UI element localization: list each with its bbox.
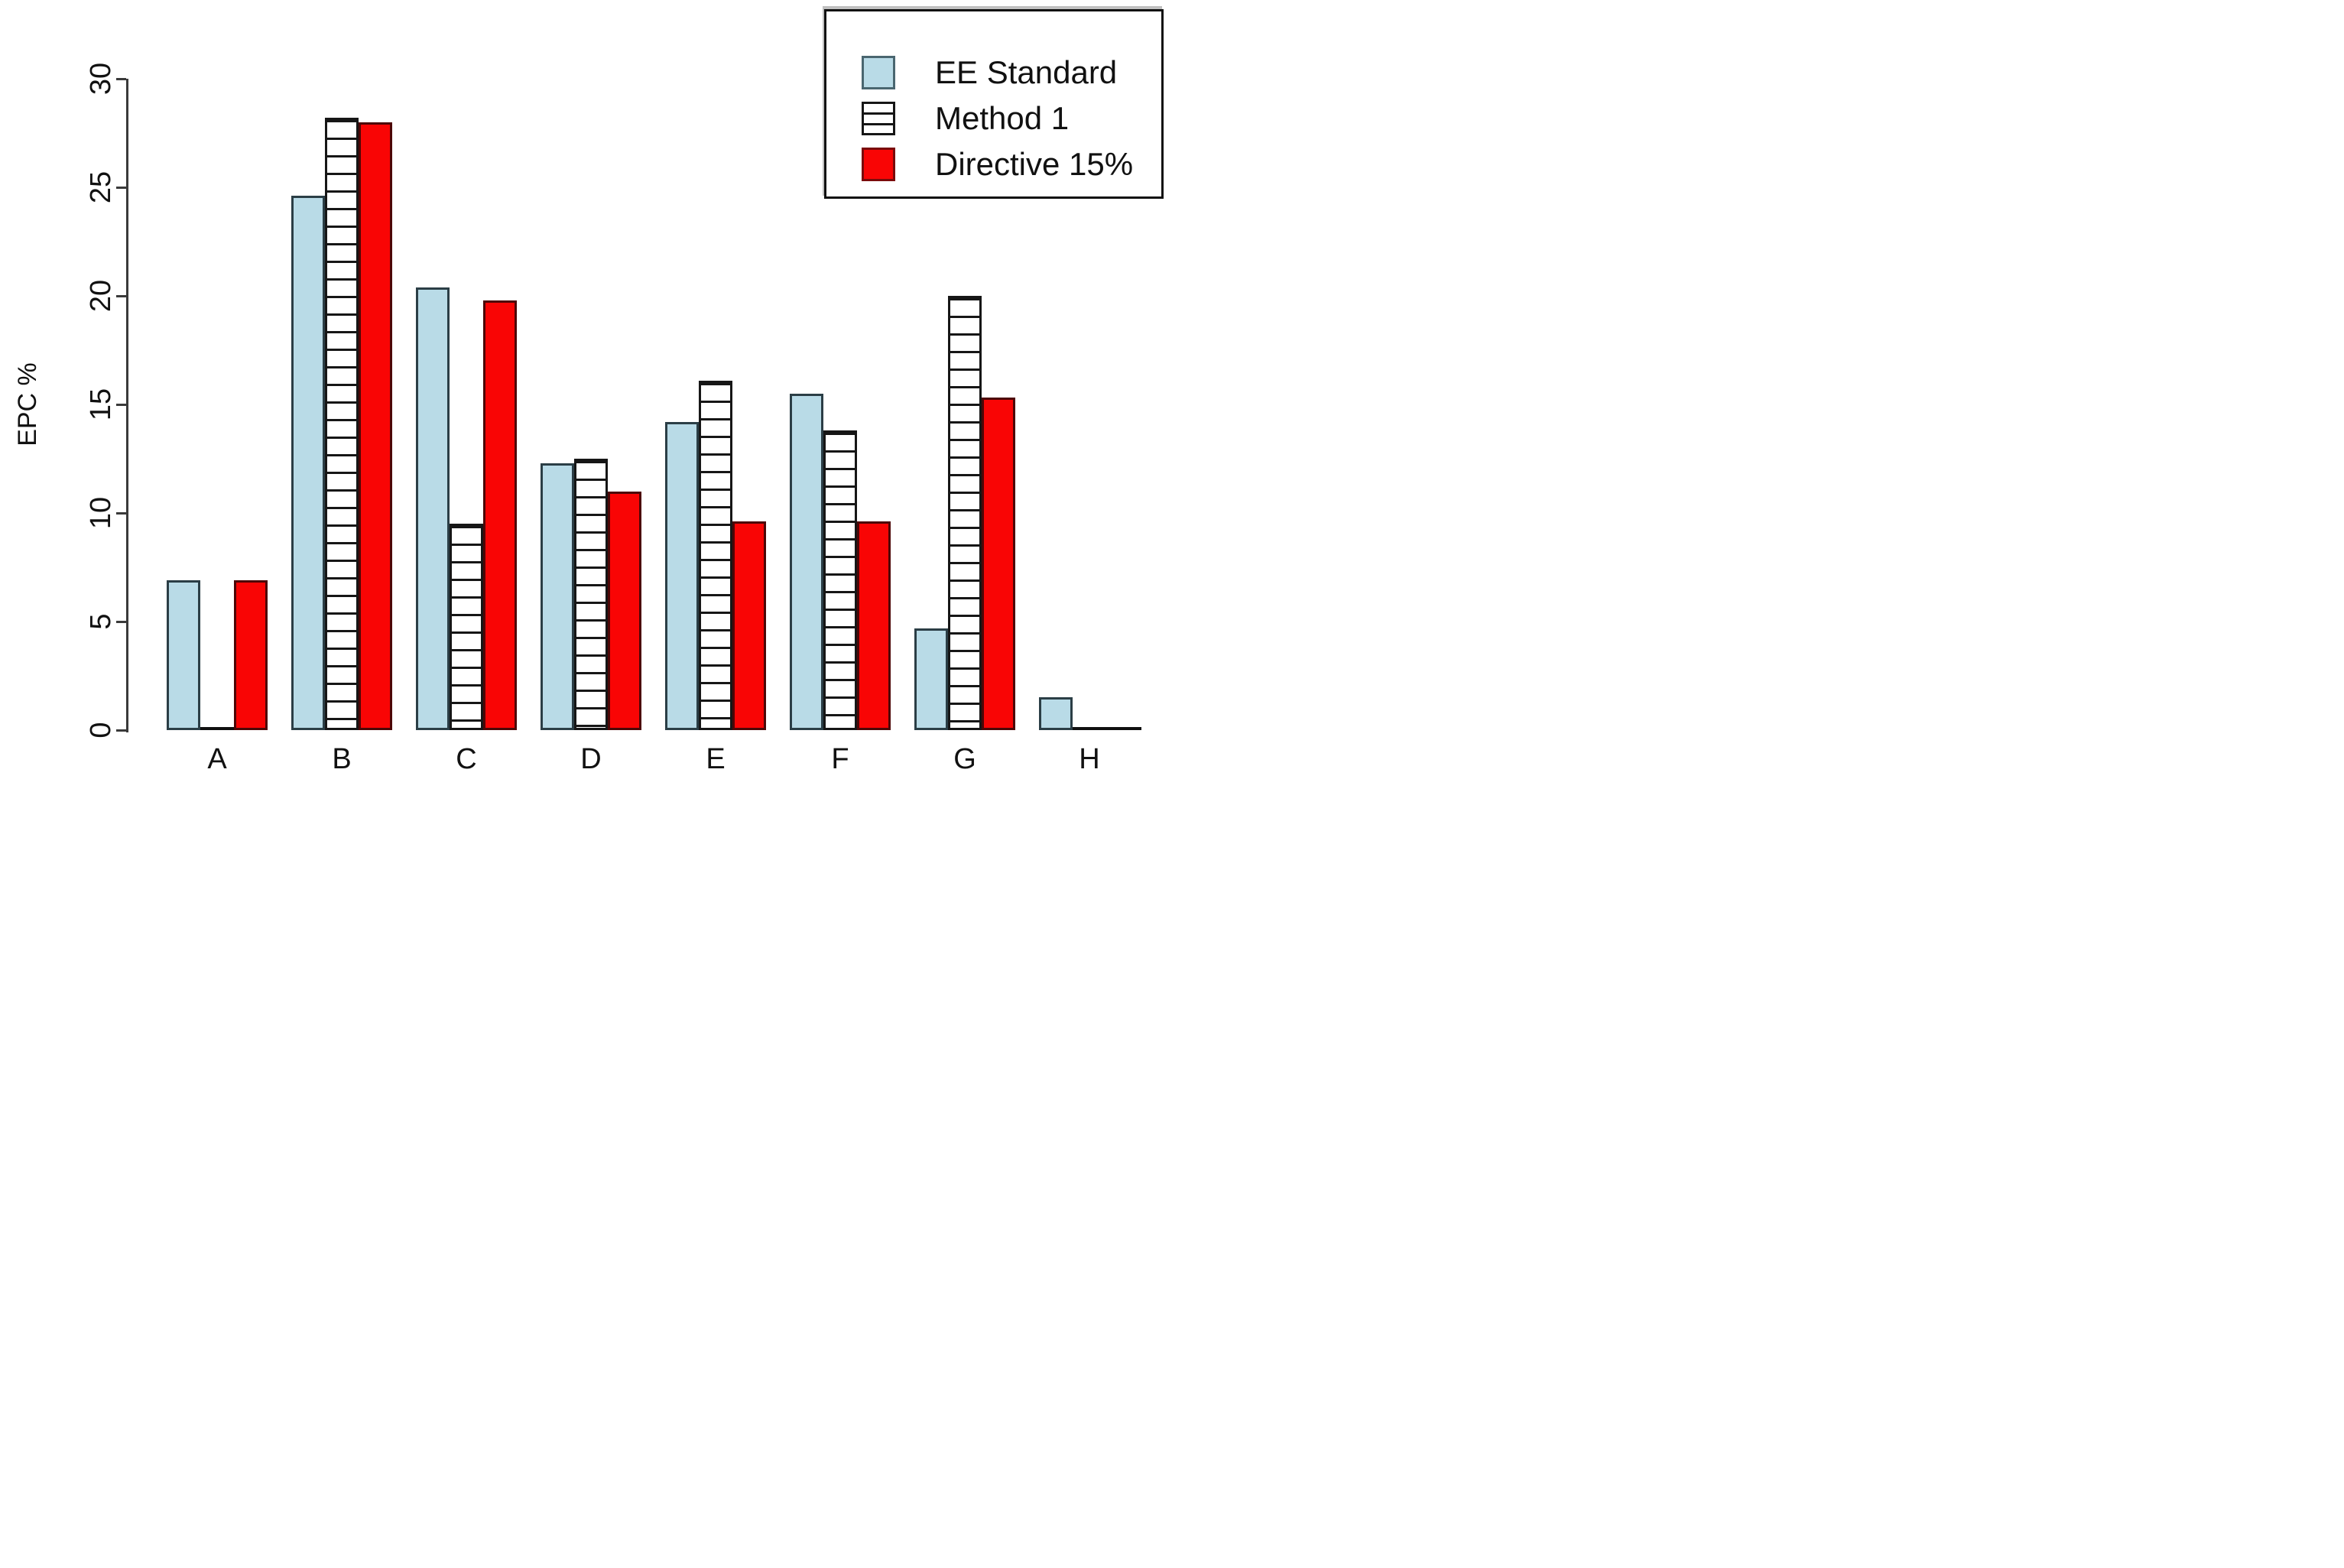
y-tick-label: 30 [85,62,117,96]
bar-ee-standard-h [1039,697,1073,730]
legend: EE Standard Method 1 Directive 15% [824,9,1164,199]
x-category-label-h: H [1079,743,1100,775]
directive-15-swatch-icon [862,148,895,181]
bar-directive-15--h [1106,727,1141,730]
x-category-label-c: C [456,743,477,775]
y-tick-mark [116,295,126,297]
y-tick-mark [116,512,126,515]
bar-directive-15--a [234,580,268,730]
y-tick-label: 25 [85,170,117,204]
x-category-label-a: A [207,743,227,775]
bar-directive-15--f [857,521,891,730]
bar-method-1-f [823,430,857,730]
bar-method-1-c [450,524,483,730]
legend-row-directive-15: Directive 15% [826,142,1161,187]
bar-ee-standard-b [291,196,325,730]
x-category-label-g: G [953,743,976,775]
bar-chart-figure: 0 5 10 15 20 25 30 EPC % A B C D E F G H EE Standard … [0,0,1172,784]
bar-ee-standard-d [541,463,574,730]
y-tick-mark [116,187,126,189]
legend-label-ee-standard: EE Standard [935,54,1118,90]
y-tick-label: 15 [85,388,117,421]
y-tick-label: 5 [85,613,117,630]
method-1-swatch-icon [862,102,895,135]
bar-ee-standard-c [416,287,450,730]
y-tick-label: 10 [85,496,117,530]
y-tick-label: 0 [85,722,117,739]
bar-ee-standard-g [914,628,948,730]
bar-directive-15--e [732,521,766,730]
bar-ee-standard-e [665,422,699,730]
y-tick-label: 20 [85,279,117,313]
bar-ee-standard-f [790,394,823,730]
x-category-label-b: B [332,743,352,775]
y-tick-mark [116,404,126,406]
y-tick-mark [116,78,126,80]
bar-method-1-d [574,459,608,730]
ee-standard-swatch-icon [862,56,895,89]
bar-method-1-g [948,296,982,730]
y-tick-mark [116,621,126,623]
x-category-label-f: F [831,743,849,775]
bar-directive-15--b [359,122,392,730]
legend-label-method-1: Method 1 [935,100,1070,136]
bar-directive-15--d [608,492,641,730]
x-category-label-e: E [706,743,726,775]
legend-row-ee-standard: EE Standard [826,50,1161,95]
bar-method-1-e [699,381,732,730]
bar-method-1-a [200,727,235,730]
bar-method-1-b [325,118,359,730]
bar-directive-15--g [982,398,1015,730]
legend-label-directive-15: Directive 15% [935,146,1134,182]
bar-directive-15--c [483,300,517,730]
bar-ee-standard-a [167,580,200,730]
y-tick-mark [116,729,126,732]
bar-method-1-h [1073,727,1108,730]
y-axis-line [126,79,128,732]
legend-row-method-1: Method 1 [826,96,1161,141]
y-axis-title: EPC % [13,362,42,446]
x-category-label-d: D [580,743,602,775]
